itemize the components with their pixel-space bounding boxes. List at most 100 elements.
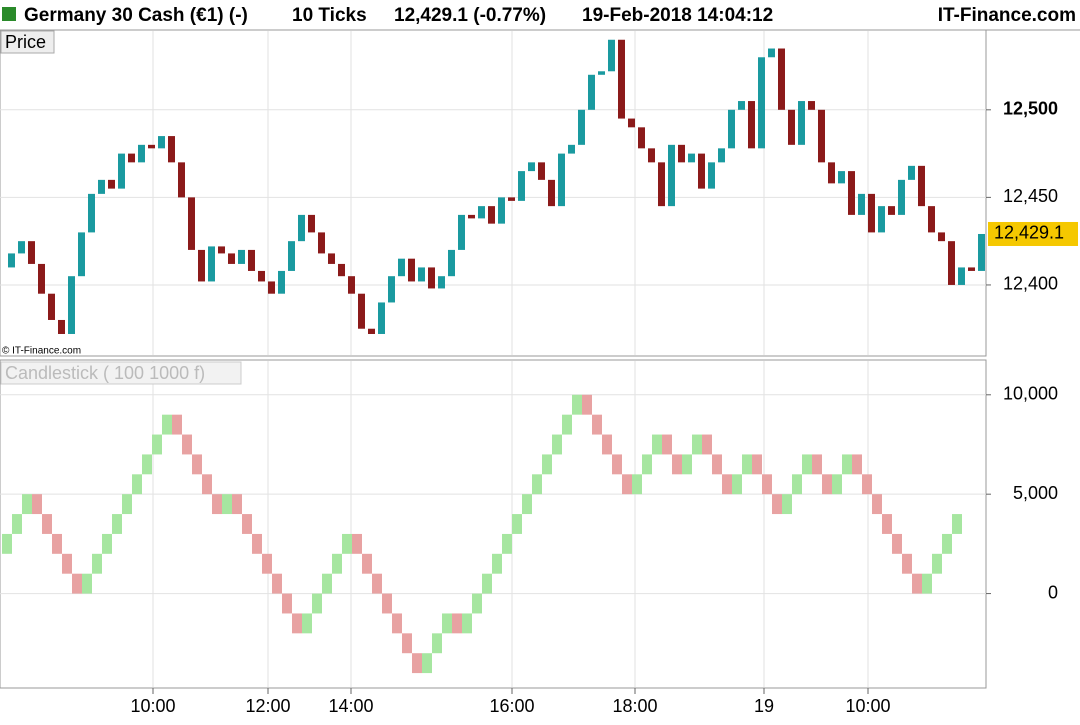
candle [728, 109, 735, 149]
brick [912, 573, 922, 594]
brick [752, 454, 762, 475]
brick [802, 454, 812, 475]
candle [318, 232, 325, 254]
brick [732, 474, 742, 495]
y-tick-label: 5,000 [1013, 483, 1058, 503]
candle [388, 276, 395, 303]
candle [358, 293, 365, 329]
candle [448, 249, 455, 277]
brick [272, 573, 282, 594]
brick [482, 573, 492, 594]
candle [288, 241, 295, 271]
candle [68, 276, 75, 334]
candle [748, 101, 755, 149]
candle [168, 136, 175, 163]
candle [978, 233, 985, 271]
interval: 10 Ticks [292, 5, 367, 26]
brick [322, 573, 332, 594]
candle [758, 57, 765, 149]
panel-border [0, 29, 987, 357]
candle [428, 267, 435, 289]
candle [568, 144, 575, 154]
brick [232, 494, 242, 515]
brick [512, 514, 522, 534]
x-tick-label: 14:00 [328, 696, 373, 716]
candle [538, 162, 545, 180]
brick [262, 553, 272, 574]
candle [718, 148, 725, 163]
candle [788, 109, 795, 145]
brick [692, 434, 702, 455]
brick [922, 573, 932, 594]
brick [432, 633, 442, 654]
candle [708, 162, 715, 189]
quote: 12,429.1 (-0.77%) [394, 5, 546, 26]
brick [282, 593, 292, 614]
candle [338, 263, 345, 277]
candle [898, 179, 905, 215]
datetime: 19-Feb-2018 14:04:12 [582, 5, 773, 26]
brick [462, 613, 472, 634]
candle [258, 270, 265, 282]
candle [798, 101, 805, 145]
candle [548, 179, 555, 207]
x-tick-label: 10:00 [845, 696, 890, 716]
brick [122, 494, 132, 515]
brick [902, 553, 912, 574]
brick [892, 533, 902, 554]
candle [368, 328, 375, 334]
brick [72, 573, 82, 594]
brick [932, 553, 942, 574]
brick [602, 434, 612, 455]
brick [792, 474, 802, 495]
brick [2, 533, 12, 554]
candle [298, 214, 305, 242]
brick [612, 454, 622, 475]
candle [608, 39, 615, 72]
candle [88, 193, 95, 233]
brick [822, 474, 832, 495]
brick [422, 653, 432, 674]
candle [878, 206, 885, 233]
candle [378, 302, 385, 334]
candle [238, 249, 245, 264]
candle [588, 74, 595, 110]
brick [672, 454, 682, 475]
brick [762, 474, 772, 495]
brick [832, 474, 842, 495]
candle [158, 136, 165, 149]
brick [252, 533, 262, 554]
brick [92, 553, 102, 574]
brick [872, 494, 882, 515]
brick [352, 533, 362, 554]
brick [452, 613, 462, 634]
candle [858, 193, 865, 215]
candle [48, 293, 55, 320]
brick [442, 613, 452, 634]
brick [712, 454, 722, 475]
panel-title-box [0, 30, 55, 54]
last-price-label: 12,429.1 [994, 223, 1064, 243]
candle [628, 118, 635, 128]
candle [398, 258, 405, 277]
candle [268, 281, 275, 294]
brick [12, 514, 22, 534]
brick [522, 494, 532, 515]
candle [178, 162, 185, 198]
brick [682, 454, 692, 475]
brick [32, 494, 42, 515]
brick [652, 434, 662, 455]
brick [942, 533, 952, 554]
candle [148, 144, 155, 149]
candle [308, 214, 315, 233]
y-tick-label: 12,450 [1003, 186, 1058, 206]
brick [562, 414, 572, 435]
brick [22, 494, 32, 515]
brick [852, 454, 862, 475]
y-tick-label: 10,000 [1003, 384, 1058, 404]
candle [118, 153, 125, 189]
candle [468, 214, 475, 219]
brick [862, 474, 872, 495]
candle [228, 253, 235, 264]
